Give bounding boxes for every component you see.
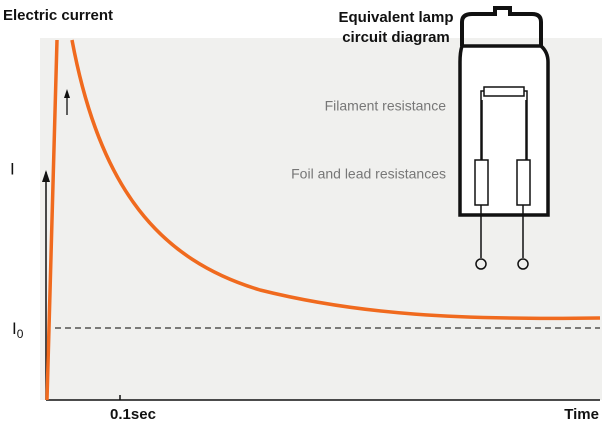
- peak-arrow-head: [64, 89, 70, 98]
- x-tick-label: 0.1sec: [110, 406, 156, 423]
- x-label: Time: [564, 406, 599, 423]
- baseline-label: I0: [12, 319, 24, 341]
- lamp-title-line: circuit diagram: [342, 29, 450, 46]
- y-arrow: [42, 170, 50, 182]
- lamp-drawing: [458, 6, 550, 270]
- y-label: I: [10, 159, 15, 178]
- baseline-label-main: I: [12, 319, 17, 338]
- lamp-title-line: Equivalent lamp: [338, 9, 453, 26]
- title: Electric current: [3, 7, 113, 24]
- filament-label: Filament resistance: [325, 98, 447, 114]
- baseline-label-sub: 0: [17, 327, 24, 341]
- foil-label: Foil and lead resistances: [291, 166, 446, 182]
- current-curve: [45, 39, 601, 401]
